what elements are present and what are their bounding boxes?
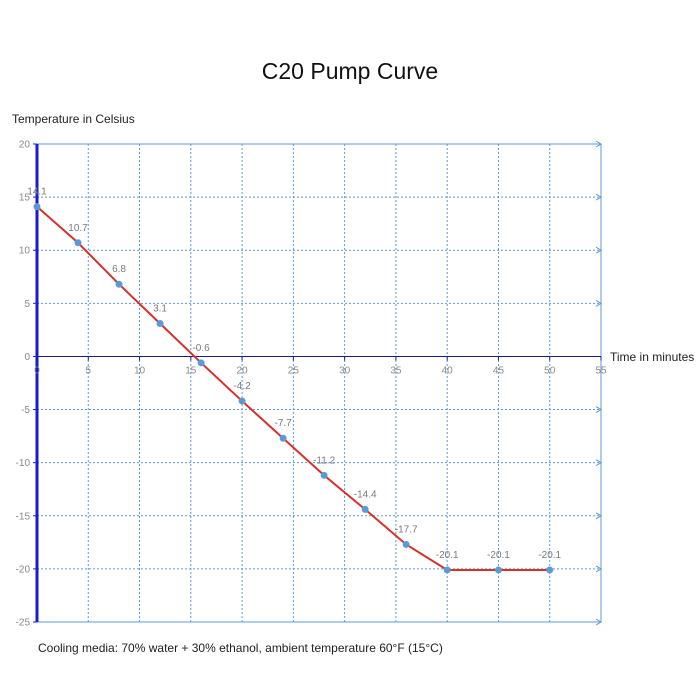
data-label: 3.1 bbox=[153, 304, 167, 315]
x-tick-label: 20 bbox=[237, 365, 249, 376]
data-label: 14.1 bbox=[27, 187, 47, 198]
cooling-media-footnote: Cooling media: 70% water + 30% ethanol, … bbox=[38, 641, 443, 655]
data-label: -20.1 bbox=[436, 550, 459, 561]
y-axis-label: Temperature in Celsius bbox=[12, 112, 135, 126]
y-tick-label: -25 bbox=[16, 618, 31, 629]
x-tick-label: 50 bbox=[544, 365, 556, 376]
y-tick-label: 10 bbox=[19, 246, 31, 257]
y-tick-label: 20 bbox=[19, 140, 31, 151]
data-label: -11.2 bbox=[313, 455, 335, 466]
data-point bbox=[402, 540, 410, 548]
data-point bbox=[279, 434, 287, 442]
data-label: -20.1 bbox=[538, 550, 561, 561]
data-label: -0.6 bbox=[192, 343, 210, 354]
data-point bbox=[115, 280, 123, 288]
x-tick-label: 10 bbox=[134, 365, 146, 376]
x-tick-label: 15 bbox=[185, 365, 197, 376]
data-point bbox=[238, 397, 246, 405]
data-point bbox=[494, 566, 502, 574]
y-tick-label: 0 bbox=[24, 352, 30, 363]
data-label: -7.7 bbox=[274, 418, 292, 429]
x-tick-label: 5 bbox=[85, 365, 91, 376]
data-label: -14.4 bbox=[354, 489, 377, 500]
data-point bbox=[546, 566, 554, 574]
x-tick-label: 45 bbox=[493, 365, 505, 376]
data-label: -17.7 bbox=[395, 524, 418, 535]
y-tick-label: 5 bbox=[24, 299, 30, 310]
x-tick-label: 0 bbox=[34, 365, 40, 376]
data-label: 10.7 bbox=[68, 223, 88, 234]
y-tick-label: 15 bbox=[19, 193, 31, 204]
x-axis-label: Time in minutes bbox=[610, 350, 695, 364]
data-label: -20.1 bbox=[487, 550, 510, 561]
y-tick-label: -10 bbox=[16, 458, 31, 469]
x-tick-label: 25 bbox=[288, 365, 300, 376]
x-tick-label: 30 bbox=[339, 365, 351, 376]
data-point bbox=[361, 505, 369, 513]
y-tick-label: -20 bbox=[16, 564, 31, 575]
chart-title: C20 Pump Curve bbox=[261, 58, 439, 84]
data-label: 6.8 bbox=[112, 264, 126, 275]
data-point bbox=[197, 359, 205, 367]
x-tick-label: 35 bbox=[390, 365, 402, 376]
data-point bbox=[74, 239, 82, 247]
x-tick-label: 55 bbox=[595, 365, 607, 376]
y-tick-label: -15 bbox=[16, 511, 31, 522]
data-label: -4.2 bbox=[233, 381, 251, 392]
data-point bbox=[156, 320, 164, 328]
data-point bbox=[443, 566, 451, 574]
y-tick-label: -5 bbox=[21, 405, 30, 416]
x-tick-label: 40 bbox=[442, 365, 454, 376]
data-point bbox=[320, 471, 328, 479]
data-point bbox=[33, 203, 41, 211]
